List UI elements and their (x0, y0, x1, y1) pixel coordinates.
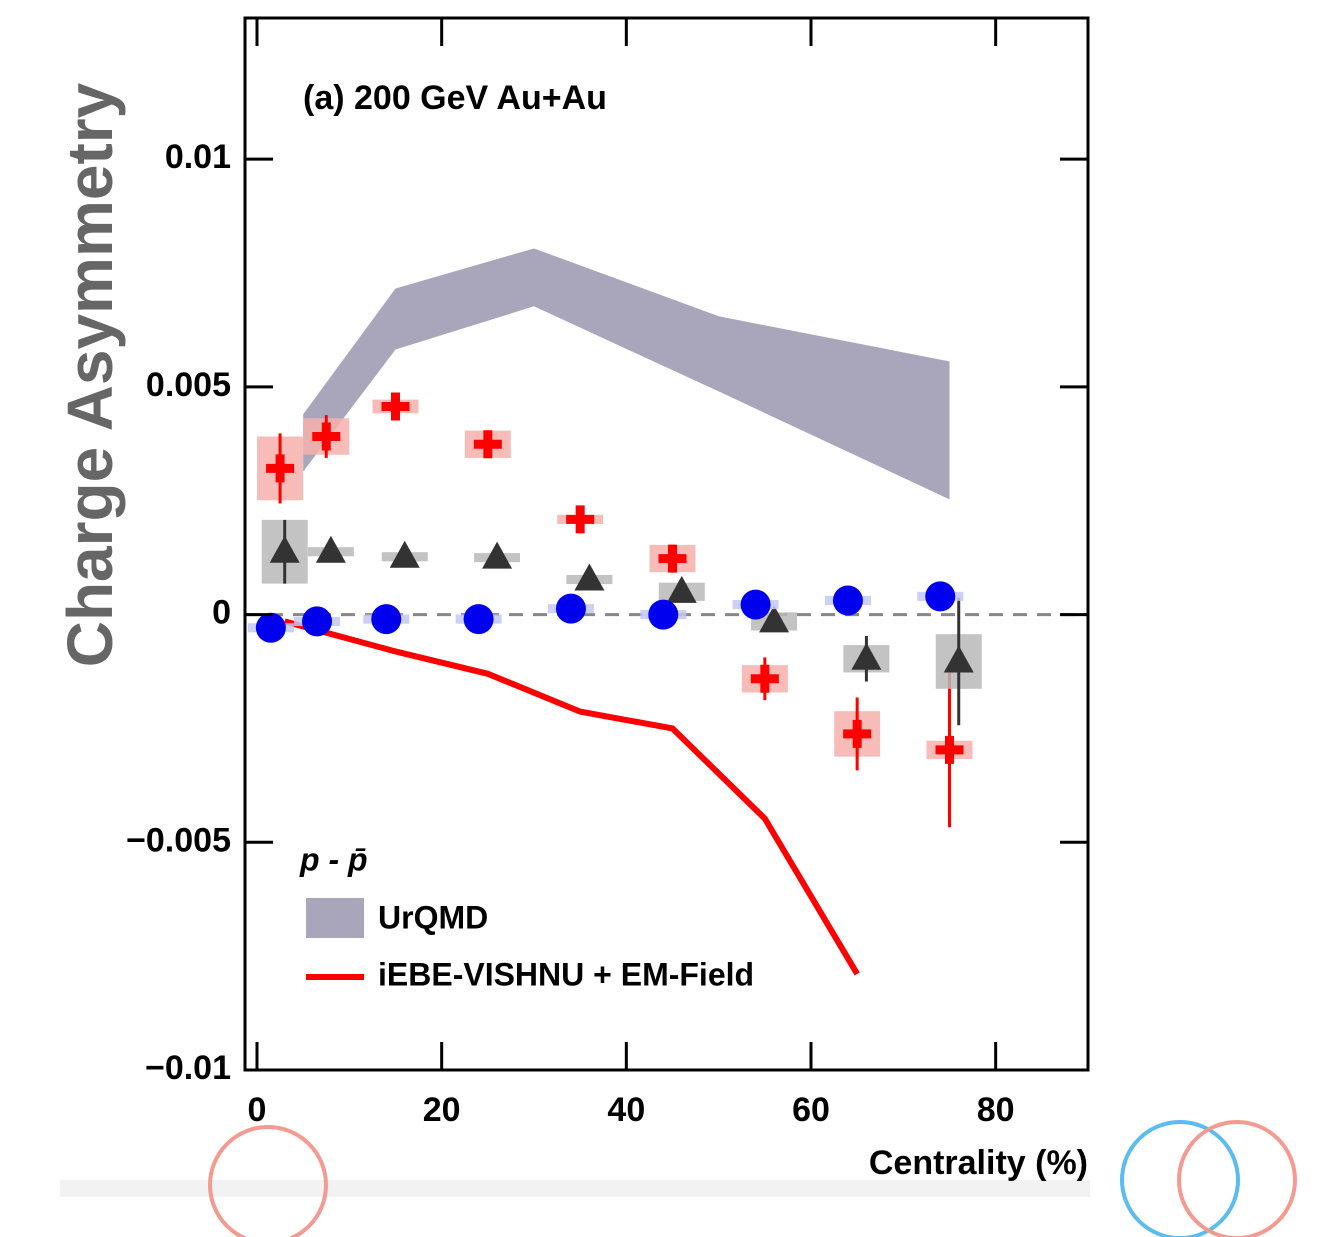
plot-frame (243, 16, 1090, 1072)
circle-marker (740, 589, 771, 620)
model-line (283, 618, 860, 976)
circle-marker (302, 606, 333, 637)
circle-marker (925, 581, 956, 612)
triangle-marker (482, 541, 513, 569)
urqmd-band (303, 248, 950, 500)
x-tick-label: 80 (977, 1091, 1015, 1129)
cross-marker (843, 719, 872, 748)
cross-marker (658, 544, 687, 573)
triangle-marker (666, 575, 697, 603)
y-tick-label: 0.005 (146, 366, 231, 404)
nucleus (1177, 1120, 1297, 1237)
legend-title: p - p̄ (299, 841, 368, 877)
chart-title: (a) 200 GeV Au+Au (303, 79, 607, 117)
y-axis-label: Charge Asymmetry (54, 82, 126, 667)
circle-marker (255, 612, 286, 643)
triangle-marker (574, 563, 605, 591)
cross-marker (473, 430, 502, 459)
circle-marker (371, 604, 402, 635)
cross-marker (381, 392, 410, 421)
circle-marker (463, 604, 494, 635)
triangle-marker (943, 645, 974, 673)
triangle-marker (851, 642, 882, 670)
triangle-marker (269, 535, 300, 563)
y-tick-label: −0.005 (126, 821, 231, 859)
plot-area (245, 248, 1088, 976)
legend-label: iEBE-VISHNU + EM-Field (378, 956, 754, 992)
y-tick-label: −0.01 (145, 1049, 231, 1087)
circle-marker (555, 593, 586, 624)
x-tick-label: 60 (792, 1091, 830, 1129)
cross-marker (750, 664, 779, 693)
footer-strip (60, 1180, 1090, 1197)
legend-label: UrQMD (378, 899, 488, 935)
cross-marker (266, 454, 295, 483)
triangle-marker (759, 605, 790, 633)
y-tick-label: 0 (212, 594, 231, 632)
x-axis-label: Centrality (%) (869, 1144, 1088, 1182)
nucleus (208, 1125, 328, 1237)
cross-marker (935, 735, 964, 764)
nucleus (1120, 1120, 1240, 1237)
circle-marker (648, 599, 679, 630)
collision-icons (208, 1120, 1297, 1237)
x-tick-label: 0 (248, 1091, 267, 1129)
x-tick-label: 40 (607, 1091, 645, 1129)
legend-swatch (306, 898, 364, 938)
x-tick-label: 20 (423, 1091, 461, 1129)
cross-marker (566, 505, 595, 534)
triangle-marker (315, 535, 346, 563)
triangle-marker (389, 540, 420, 568)
y-tick-label: 0.01 (165, 138, 231, 176)
circle-marker (832, 585, 863, 616)
cross-marker (312, 422, 341, 451)
